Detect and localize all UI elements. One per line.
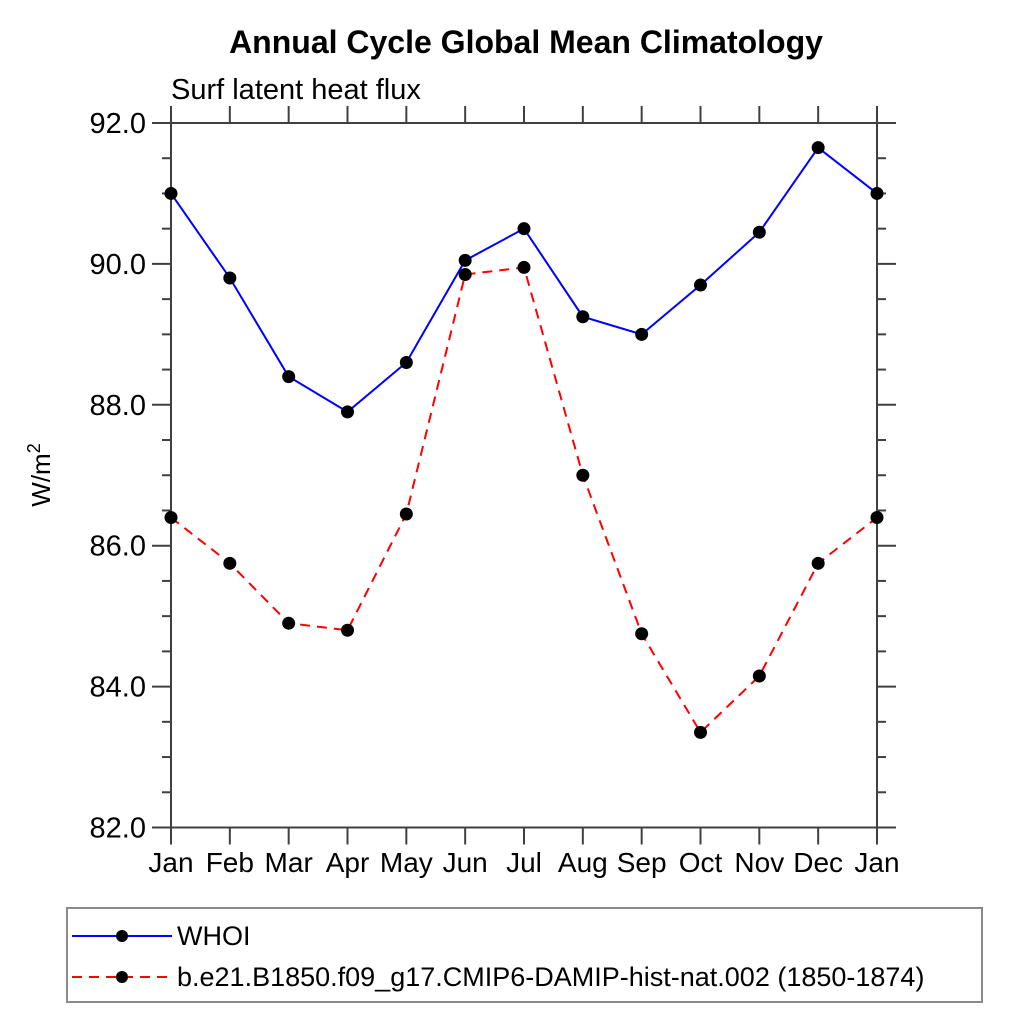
whoi-data-point-marker bbox=[164, 186, 178, 200]
x-tick-label: Nov bbox=[734, 847, 784, 878]
y-tick-label: 82.0 bbox=[90, 813, 146, 845]
y-tick-label: 88.0 bbox=[90, 390, 146, 422]
whoi-series-line bbox=[170, 146, 878, 414]
model-data-point-marker bbox=[635, 627, 649, 641]
model-data-point-marker bbox=[458, 267, 472, 281]
y-axis-label: W/m2 bbox=[24, 443, 56, 506]
whoi-data-point-marker bbox=[223, 271, 237, 285]
x-tick-label: Mar bbox=[265, 847, 313, 878]
model-series-line bbox=[170, 266, 878, 734]
whoi-data-point-marker bbox=[282, 370, 296, 384]
y-tick-label: 92.0 bbox=[90, 108, 146, 140]
x-tick-label: Oct bbox=[679, 847, 723, 878]
x-tick-label: Jun bbox=[443, 847, 488, 878]
x-tick-label: Jan bbox=[854, 847, 899, 878]
x-tick-label: May bbox=[380, 847, 433, 878]
y-tick-label: 86.0 bbox=[90, 531, 146, 563]
legend-marker-model bbox=[116, 971, 128, 983]
legend-label-model: b.e21.B1850.f09_g17.CMIP6-DAMIP-hist-nat… bbox=[177, 962, 924, 992]
model-data-point-marker bbox=[517, 260, 531, 274]
model-data-point-marker bbox=[811, 556, 825, 570]
x-tick-label: Apr bbox=[326, 847, 370, 878]
model-data-point-marker bbox=[164, 511, 178, 525]
legend-marker-whoi bbox=[116, 930, 128, 942]
plot-area: 82.0 84.0 86.0 88.0 90.0 92.0 Jan Feb Mar Apr May J… bbox=[90, 106, 900, 878]
y-tick-label: 90.0 bbox=[90, 249, 146, 281]
legend-samples bbox=[72, 930, 172, 983]
x-tick-label: Aug bbox=[558, 847, 608, 878]
model-data-point-marker bbox=[576, 468, 590, 482]
chart-subtitle: Surf latent heat flux bbox=[171, 74, 421, 106]
whoi-data-point-marker bbox=[752, 225, 766, 239]
model-data-point-marker bbox=[282, 616, 296, 630]
model-data-point-marker bbox=[223, 556, 237, 570]
x-tick-label: Dec bbox=[793, 847, 843, 878]
whoi-data-point-marker bbox=[341, 405, 354, 419]
x-tick-label: Feb bbox=[206, 847, 254, 878]
model-data-point-marker bbox=[399, 507, 413, 521]
whoi-data-point-marker bbox=[517, 222, 531, 236]
whoi-data-point-marker bbox=[811, 141, 825, 155]
x-tick-label: Jul bbox=[506, 847, 542, 878]
whoi-data-point-marker bbox=[399, 356, 413, 370]
legend: WHOI b.e21.B1850.f09_g17.CMIP6-DAMIP-his… bbox=[66, 907, 983, 1003]
legend-box bbox=[66, 907, 983, 1003]
y-axis-label-exponent: 2 bbox=[24, 443, 44, 453]
chart-title: Annual Cycle Global Mean Climatology bbox=[229, 24, 823, 60]
model-data-point-marker bbox=[870, 511, 884, 525]
whoi-data-point-marker bbox=[576, 310, 590, 324]
legend-label-whoi: WHOI bbox=[177, 921, 251, 951]
whoi-data-point-marker bbox=[870, 186, 884, 200]
y-tick-label: 84.0 bbox=[90, 672, 146, 704]
y-axis-label-base: W/m bbox=[26, 453, 56, 506]
whoi-data-point-marker bbox=[694, 278, 707, 292]
x-tick-label: Sep bbox=[617, 847, 667, 878]
model-data-point-marker bbox=[341, 623, 354, 637]
whoi-data-point-marker bbox=[458, 253, 472, 267]
model-data-point-marker bbox=[694, 725, 707, 739]
model-data-point-marker bbox=[752, 669, 766, 683]
x-tick-label: Jan bbox=[148, 847, 193, 878]
whoi-data-point-marker bbox=[635, 327, 649, 341]
